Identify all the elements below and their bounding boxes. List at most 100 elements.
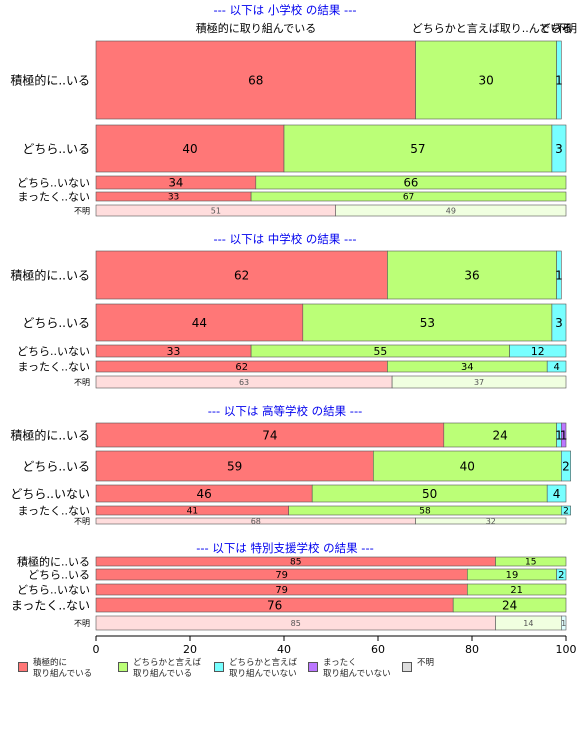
column-header-label: 不明: [555, 22, 577, 35]
row-label: どちら..いない: [17, 345, 90, 358]
data-label: 2: [558, 570, 564, 581]
bar-segment: [452, 597, 567, 613]
legend-item-somewhat-not: どちらかと言えば 取り組んでいない: [214, 658, 297, 680]
column-header-label: どちらかと言えば取り..んでいる: [412, 22, 572, 35]
data-label: 32: [486, 517, 496, 526]
bar-segment: [560, 422, 567, 448]
row-label: どちら..いる: [22, 316, 90, 330]
bar-segment: [95, 124, 285, 173]
data-label: 41: [187, 507, 198, 517]
legend-label-somewhat: どちらかと言えば 取り組んでいる: [133, 658, 202, 679]
data-label: 76: [267, 598, 282, 612]
data-label: 1: [560, 428, 568, 442]
row-label: まったく..ない: [17, 360, 90, 373]
bar-segment: [95, 450, 374, 482]
data-label: 67: [403, 193, 414, 203]
legend-label-not-at-all: まったく 取り組んでいない: [323, 658, 391, 679]
data-label: 85: [290, 558, 301, 568]
chart-legend: 積極的に 取り組んでいる どちらかと言えば 取り組んでいる どちらかと言えば 取…: [18, 658, 578, 694]
row-label: まったく..ない: [17, 504, 90, 517]
bar-segment: [546, 360, 567, 373]
bar-segment: [250, 191, 567, 202]
data-label: 1: [561, 619, 566, 628]
data-label: 59: [227, 459, 242, 473]
row-label: どちら..いない: [17, 176, 90, 189]
row-label: まったく..ない: [11, 598, 90, 612]
bar-segment: [443, 422, 557, 448]
bar-segment: [551, 124, 567, 173]
bar-segment: [387, 250, 557, 300]
data-label: 4: [553, 487, 561, 501]
legend-swatch-somewhat-not: [214, 662, 224, 672]
data-label: 15: [525, 558, 536, 568]
bar-segment: [415, 517, 567, 525]
data-label: 2: [562, 459, 570, 473]
data-label: 58: [419, 507, 431, 517]
data-label: 53: [420, 316, 435, 330]
row-label: どちら..いない: [10, 487, 90, 501]
data-label: 33: [167, 345, 181, 358]
legend-swatch-unknown: [402, 662, 412, 672]
legend-item-not-at-all: まったく 取り組んでいない: [308, 658, 391, 680]
data-label: 66: [403, 176, 418, 190]
data-label: 1: [555, 73, 563, 87]
row-label: 不明: [74, 206, 90, 215]
bar-segment: [560, 615, 567, 631]
legend-item-active: 積極的に 取り組んでいる: [18, 658, 92, 680]
data-label: 50: [422, 487, 437, 501]
x-tick-label: 60: [371, 643, 385, 656]
row-label: 積極的に..いる: [17, 554, 90, 568]
data-label: 33: [168, 193, 179, 203]
legend-swatch-somewhat: [118, 662, 128, 672]
data-label: 3: [555, 142, 563, 156]
row-label: 不明: [74, 619, 90, 628]
row-label: 不明: [74, 517, 90, 526]
data-label: 40: [182, 142, 197, 156]
x-tick-label: 20: [183, 643, 197, 656]
panel-title: --- 以下は 高等学校 の結果 ---: [208, 404, 363, 418]
data-label: 36: [464, 268, 479, 282]
data-label: 1: [555, 268, 563, 282]
data-label: 74: [262, 428, 277, 442]
bar-segment: [551, 303, 567, 342]
data-label: 46: [196, 487, 211, 501]
panel-title: --- 以下は 小学校 の結果 ---: [213, 3, 356, 17]
bar-segment: [95, 303, 304, 342]
legend-label-somewhat-not: どちらかと言えば 取り組んでいない: [229, 658, 298, 679]
bar-segment: [255, 175, 567, 190]
data-label: 3: [555, 316, 563, 330]
data-label: 79: [275, 570, 288, 581]
data-label: 55: [373, 345, 387, 358]
data-label: 14: [523, 619, 533, 628]
data-label: 21: [510, 585, 523, 596]
bar-segment: [466, 583, 567, 596]
data-label: 62: [235, 362, 248, 373]
legend-swatch-active: [18, 662, 28, 672]
row-label: どちら..いる: [28, 568, 90, 581]
data-label: 40: [460, 459, 475, 473]
data-label: 1: [555, 428, 563, 442]
data-label: 30: [478, 73, 493, 87]
bar-segment: [509, 344, 567, 358]
data-label: 51: [211, 206, 221, 215]
bar-segment: [495, 556, 567, 567]
panel-title: --- 以下は 中学校 の結果 ---: [213, 232, 356, 246]
data-label: 24: [493, 428, 508, 442]
bar-segment: [391, 375, 567, 389]
legend-label-active: 積極的に 取り組んでいる: [33, 658, 93, 679]
x-tick-label: 80: [465, 643, 479, 656]
data-label: 4: [553, 362, 559, 373]
x-tick-label: 0: [93, 643, 100, 656]
panel-title: --- 以下は 特別支援学校 の結果 ---: [196, 541, 374, 555]
row-label: どちら..いる: [22, 142, 90, 156]
legend-label-unknown: 不明: [417, 658, 435, 668]
row-label: どちら..いない: [17, 583, 90, 596]
data-label: 2: [563, 507, 569, 517]
data-label: 79: [275, 585, 288, 596]
row-label: どちら..いる: [22, 459, 90, 473]
data-label: 12: [531, 345, 545, 358]
bar-segment: [372, 450, 562, 482]
bar-segment: [283, 124, 553, 173]
bar-segment: [556, 568, 567, 581]
